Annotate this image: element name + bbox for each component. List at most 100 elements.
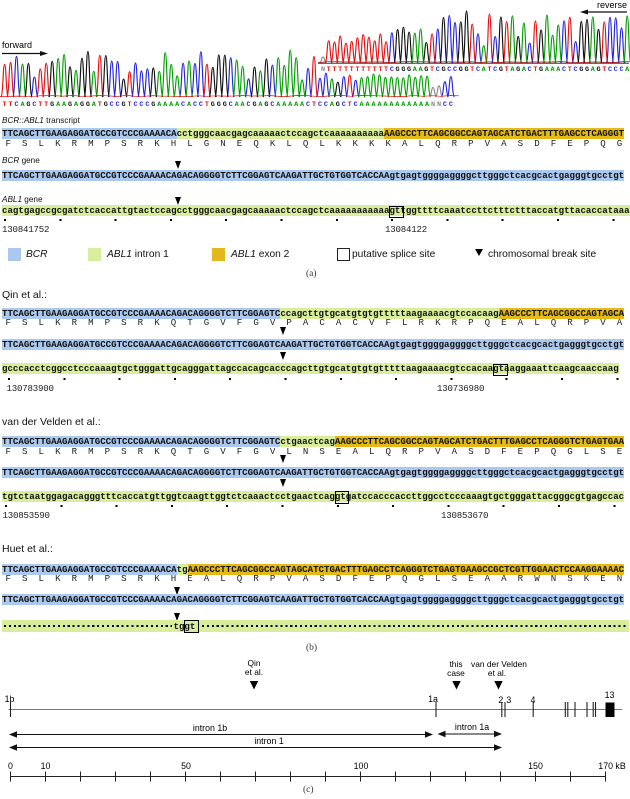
svg-text:C: C (443, 101, 447, 109)
svg-text:G: G (104, 101, 108, 109)
svg-text:C: C (181, 101, 185, 109)
svg-text:T: T (205, 101, 209, 109)
svg-text:3: 3 (506, 695, 511, 705)
svg-text:A: A (413, 101, 418, 109)
svg-text:C: C (133, 101, 137, 109)
svg-text:A: A (371, 101, 376, 109)
svg-text:G: G (151, 101, 155, 109)
svg-text:A: A (389, 101, 394, 109)
svg-text:A: A (419, 66, 424, 74)
svg-text:A: A (330, 101, 335, 109)
svg-text:A: A (551, 66, 556, 74)
svg-text:A: A (56, 101, 61, 109)
svg-text:A: A (425, 101, 430, 109)
svg-text:C: C (574, 66, 578, 74)
svg-text:T: T (350, 66, 354, 74)
svg-text:T: T (361, 66, 365, 74)
svg-text:A: A (241, 101, 246, 109)
svg-text:G: G (401, 66, 405, 74)
svg-text:N: N (431, 101, 435, 109)
svg-text:G: G (68, 101, 72, 109)
svg-text:T: T (568, 66, 572, 74)
svg-text:2: 2 (498, 695, 503, 705)
svg-text:et al.: et al. (245, 667, 263, 677)
svg-text:A: A (74, 101, 79, 109)
svg-text:A: A (625, 66, 630, 74)
svg-text:T: T (344, 66, 348, 74)
svg-text:C: C (324, 101, 328, 109)
svg-text:A: A (360, 101, 365, 109)
svg-text:1b: 1b (5, 694, 15, 704)
svg-text:A: A (545, 66, 550, 74)
svg-text:A: A (591, 66, 596, 74)
svg-text:G: G (50, 101, 54, 109)
svg-text:A: A (407, 101, 412, 109)
svg-text:T: T (367, 66, 371, 74)
svg-text:T: T (533, 66, 537, 74)
svg-text:C: C (608, 66, 612, 74)
svg-text:C: C (145, 101, 149, 109)
svg-text:T: T (487, 66, 491, 74)
svg-text:C: C (342, 101, 346, 109)
svg-text:G: G (516, 66, 520, 74)
svg-text:A: A (419, 101, 424, 109)
svg-text:A: A (395, 101, 400, 109)
svg-text:13: 13 (605, 690, 615, 700)
svg-text:A: A (366, 101, 371, 109)
svg-text:1a: 1a (428, 694, 438, 704)
svg-text:G: G (223, 101, 227, 109)
svg-text:G: G (86, 101, 90, 109)
svg-text:A: A (401, 101, 406, 109)
svg-text:A: A (282, 101, 287, 109)
svg-text:A: A (383, 101, 388, 109)
svg-text:C: C (436, 66, 440, 74)
svg-text:C: C (14, 101, 18, 109)
svg-text:0: 0 (8, 761, 13, 771)
svg-text:T: T (98, 101, 102, 109)
svg-text:100: 100 (354, 761, 369, 771)
svg-text:Qin: Qin (247, 658, 260, 668)
svg-text:A: A (413, 66, 418, 74)
svg-text:A: A (258, 101, 263, 109)
svg-text:150: 150 (528, 761, 543, 771)
svg-text:C: C (116, 101, 120, 109)
svg-text:A: A (20, 101, 25, 109)
svg-text:T: T (348, 101, 352, 109)
svg-text:T: T (44, 101, 48, 109)
svg-text:G: G (26, 101, 30, 109)
svg-text:T: T (9, 101, 13, 109)
svg-text:A: A (62, 101, 67, 109)
svg-text:A: A (300, 101, 305, 109)
svg-text:C: C (32, 101, 36, 109)
svg-text:T: T (332, 66, 336, 74)
svg-text:C: C (453, 66, 457, 74)
svg-text:C: C (449, 101, 453, 109)
svg-text:G: G (211, 101, 215, 109)
svg-text:G: G (396, 66, 400, 74)
svg-text:T: T (602, 66, 606, 74)
svg-text:C: C (247, 101, 251, 109)
svg-text:G: G (336, 101, 340, 109)
svg-text:A: A (294, 101, 299, 109)
svg-text:G: G (217, 101, 221, 109)
svg-text:C: C (619, 66, 623, 74)
svg-text:170 kB: 170 kB (598, 761, 626, 771)
svg-text:G: G (539, 66, 543, 74)
svg-text:G: G (252, 101, 256, 109)
svg-text:C: C (354, 101, 358, 109)
svg-text:intron 1b: intron 1b (193, 723, 227, 733)
svg-text:C: C (318, 101, 322, 109)
svg-text:G: G (407, 66, 411, 74)
svg-text:G: G (585, 66, 589, 74)
svg-text:G: G (264, 101, 268, 109)
svg-text:G: G (464, 66, 468, 74)
svg-text:A: A (288, 101, 293, 109)
svg-text:A: A (556, 66, 561, 74)
svg-text:G: G (596, 66, 600, 74)
svg-text:A: A (163, 101, 168, 109)
svg-text:G: G (441, 66, 445, 74)
svg-text:T: T (3, 101, 7, 109)
svg-text:C: C (199, 101, 203, 109)
svg-text:van der Velden: van der Velden (471, 659, 527, 669)
svg-text:G: G (80, 101, 84, 109)
